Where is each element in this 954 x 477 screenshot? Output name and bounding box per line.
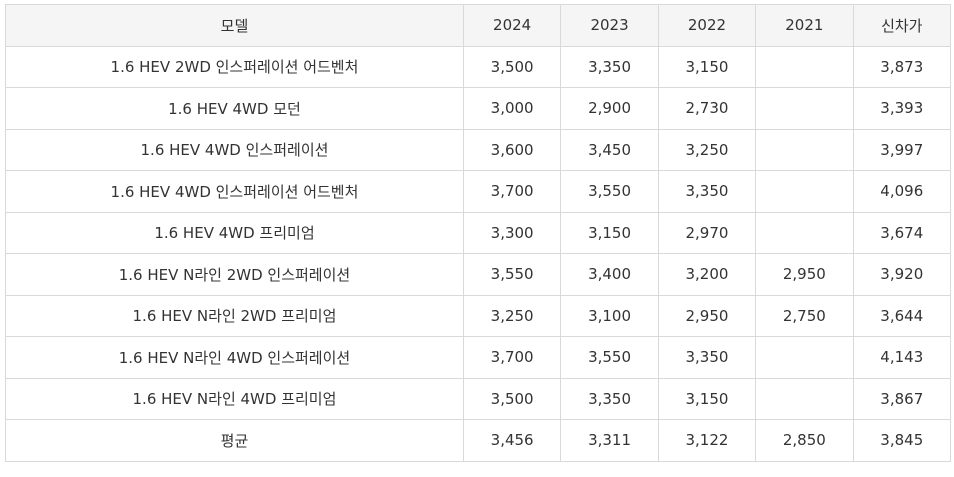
cell-2024: 3,456 [462,419,562,462]
cell-model: 1.6 HEV N라인 2WD 프리미엄 [5,294,464,337]
cell-2023: 3,100 [560,294,659,337]
cell-new-car-price: 4,096 [852,170,952,213]
cell-2024: 3,700 [462,170,562,213]
cell-2024: 3,600 [462,128,562,171]
cell-2024: 3,550 [462,253,562,296]
cell-2023: 3,400 [560,253,659,296]
cell-2021 [755,211,854,254]
cell-2022: 3,122 [657,419,757,462]
header-2024: 2024 [462,4,562,47]
header-2022: 2022 [657,4,757,47]
cell-2022: 3,250 [657,128,757,171]
price-table: 모델 2024 2023 2022 2021 신차가 1.6 HEV 2WD 인… [5,4,952,462]
cell-new-car-price: 3,674 [852,211,952,254]
cell-2024: 3,500 [462,45,562,88]
cell-2022: 3,350 [657,170,757,213]
table-header: 모델 2024 2023 2022 2021 신차가 [5,4,952,47]
cell-model: 1.6 HEV N라인 2WD 인스퍼레이션 [5,253,464,296]
cell-2021: 2,850 [755,419,854,462]
cell-new-car-price: 3,845 [852,419,952,462]
cell-model: 1.6 HEV N라인 4WD 프리미엄 [5,377,464,420]
cell-2021 [755,377,854,420]
cell-new-car-price: 3,867 [852,377,952,420]
cell-2024: 3,500 [462,377,562,420]
cell-model: 1.6 HEV 4WD 모던 [5,87,464,130]
cell-2023: 3,450 [560,128,659,171]
cell-new-car-price: 3,873 [852,45,952,88]
table-row: 1.6 HEV N라인 4WD 프리미엄 3,500 3,350 3,150 3… [5,377,952,420]
table-body: 1.6 HEV 2WD 인스퍼레이션 어드벤처 3,500 3,350 3,15… [5,45,952,462]
table-row: 1.6 HEV 4WD 모던 3,000 2,900 2,730 3,393 [5,87,952,130]
cell-2021 [755,170,854,213]
cell-2022: 2,970 [657,211,757,254]
cell-2022: 3,150 [657,45,757,88]
table-row: 1.6 HEV 4WD 인스퍼레이션 어드벤처 3,700 3,550 3,35… [5,170,952,213]
cell-2022: 3,350 [657,336,757,379]
table-row: 1.6 HEV 4WD 프리미엄 3,300 3,150 2,970 3,674 [5,211,952,254]
table-row: 1.6 HEV 4WD 인스퍼레이션 3,600 3,450 3,250 3,9… [5,128,952,171]
cell-average-label: 평균 [5,419,464,462]
cell-2021 [755,45,854,88]
cell-2021: 2,950 [755,253,854,296]
header-model: 모델 [5,4,464,47]
header-new-car-price: 신차가 [852,4,952,47]
cell-2022: 2,950 [657,294,757,337]
cell-new-car-price: 3,920 [852,253,952,296]
cell-2022: 2,730 [657,87,757,130]
price-table-container: 모델 2024 2023 2022 2021 신차가 1.6 HEV 2WD 인… [5,4,952,462]
table-row: 1.6 HEV N라인 2WD 프리미엄 3,250 3,100 2,950 2… [5,294,952,337]
cell-2024: 3,000 [462,87,562,130]
cell-2024: 3,300 [462,211,562,254]
cell-2021 [755,336,854,379]
cell-new-car-price: 3,393 [852,87,952,130]
cell-2021 [755,87,854,130]
cell-model: 1.6 HEV 2WD 인스퍼레이션 어드벤처 [5,45,464,88]
average-row: 평균 3,456 3,311 3,122 2,850 3,845 [5,419,952,462]
cell-2023: 3,550 [560,170,659,213]
cell-model: 1.6 HEV 4WD 프리미엄 [5,211,464,254]
cell-2022: 3,200 [657,253,757,296]
cell-2023: 3,311 [560,419,659,462]
cell-2024: 3,700 [462,336,562,379]
cell-2023: 3,550 [560,336,659,379]
cell-2023: 2,900 [560,87,659,130]
header-2023: 2023 [560,4,659,47]
cell-model: 1.6 HEV 4WD 인스퍼레이션 [5,128,464,171]
cell-2023: 3,150 [560,211,659,254]
cell-2024: 3,250 [462,294,562,337]
table-row: 1.6 HEV N라인 4WD 인스퍼레이션 3,700 3,550 3,350… [5,336,952,379]
cell-2021: 2,750 [755,294,854,337]
header-row: 모델 2024 2023 2022 2021 신차가 [5,4,952,47]
cell-new-car-price: 4,143 [852,336,952,379]
cell-new-car-price: 3,997 [852,128,952,171]
cell-2023: 3,350 [560,45,659,88]
cell-2022: 3,150 [657,377,757,420]
cell-model: 1.6 HEV N라인 4WD 인스퍼레이션 [5,336,464,379]
header-2021: 2021 [755,4,854,47]
cell-2023: 3,350 [560,377,659,420]
cell-model: 1.6 HEV 4WD 인스퍼레이션 어드벤처 [5,170,464,213]
cell-2021 [755,128,854,171]
cell-new-car-price: 3,644 [852,294,952,337]
table-row: 1.6 HEV N라인 2WD 인스퍼레이션 3,550 3,400 3,200… [5,253,952,296]
table-row: 1.6 HEV 2WD 인스퍼레이션 어드벤처 3,500 3,350 3,15… [5,45,952,88]
